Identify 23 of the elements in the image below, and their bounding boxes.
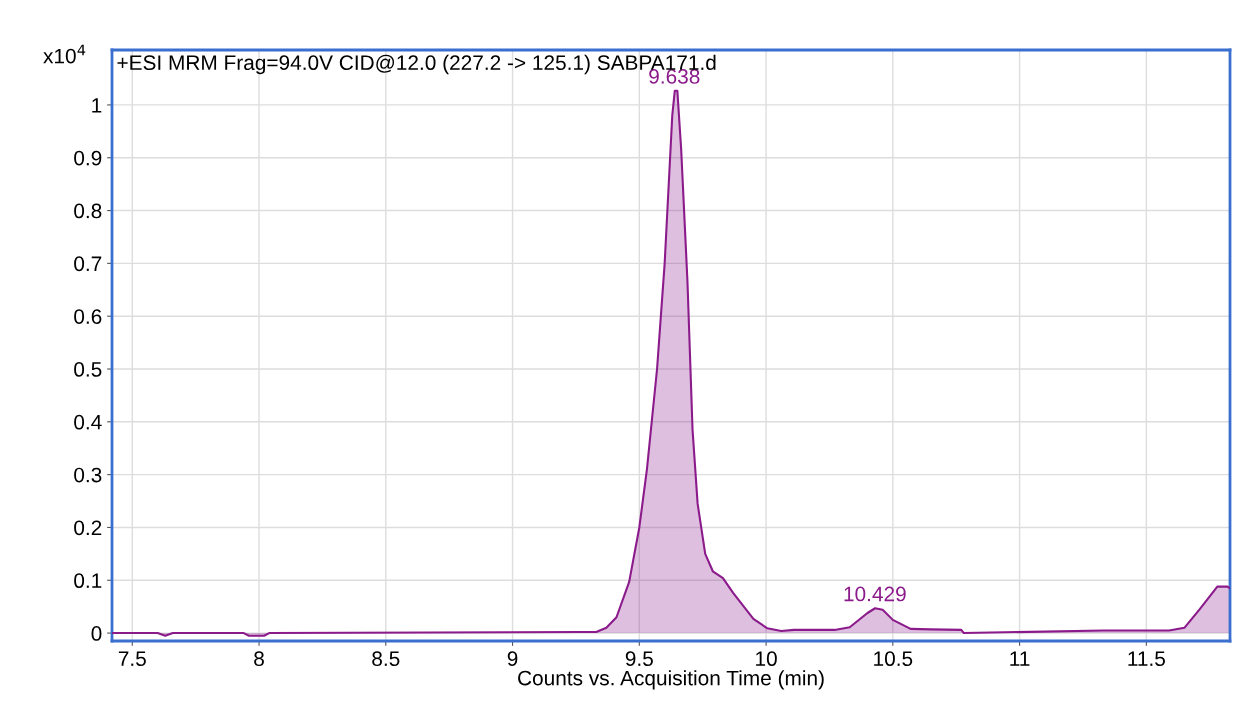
x-tick-label: 10 <box>756 651 777 667</box>
y-tick-label: 0.5 <box>74 362 102 377</box>
y-tick-label: 0.8 <box>74 203 102 219</box>
x-tick-label: 11 <box>1010 651 1030 666</box>
y-axis-title: x10$^{4}$ <box>43 44 86 64</box>
y-tick-label: 0.1 <box>74 573 102 589</box>
x-tick-label: 11.5 <box>1128 651 1165 667</box>
x-tick-label: 8.5 <box>372 651 400 667</box>
x-tick-label: 9 <box>507 651 518 667</box>
y-tick-label: 0.6 <box>74 309 102 324</box>
y-tick-label: 0.7 <box>74 256 102 272</box>
y-tick-label: 0.3 <box>74 467 102 483</box>
x-tick-label: 7.5 <box>118 651 146 667</box>
x-tick-label: 8 <box>254 651 264 667</box>
x-tick-label: 9.5 <box>625 651 653 667</box>
y-tick-label: 0.2 <box>74 520 102 536</box>
y-tick-label: 0.4 <box>74 414 102 430</box>
annotation: 10.429 <box>844 586 906 602</box>
x-axis-title: Counts vs. Acquisition Time (min) <box>518 670 824 690</box>
x-tick-label: 10.5 <box>874 651 913 667</box>
y-tick-label: 0 <box>91 626 102 641</box>
y-tick-label: 1 <box>92 98 102 113</box>
y-tick-label: 0.9 <box>74 150 102 166</box>
